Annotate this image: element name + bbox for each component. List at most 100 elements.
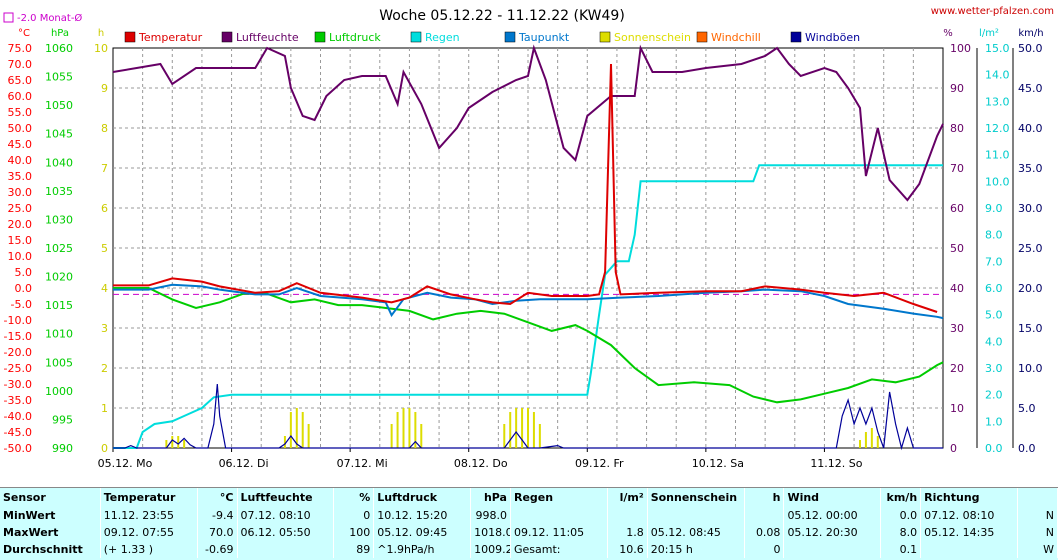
summary-cell (237, 541, 335, 558)
rain-axis-tick: 7.0 (985, 255, 1003, 268)
wind-axis-tick: 20.0 (1018, 282, 1043, 295)
sun-axis-tick: 1 (101, 402, 108, 415)
rain-axis-tick: 10.0 (985, 175, 1010, 188)
legend-swatch-luftdruck (314, 31, 326, 43)
wind-axis-tick: 0.0 (1018, 442, 1036, 455)
wind-axis-tick: 5.0 (1018, 402, 1036, 415)
summary-cell: 10.12. 15:20 (373, 507, 472, 524)
pressure-axis-tick: 1045 (45, 128, 73, 141)
sun-axis-tick: 3 (101, 322, 108, 335)
humidity-axis-tick: 100 (950, 42, 971, 55)
summary-cell (783, 541, 882, 558)
x-axis-tick-label: 08.12. Do (454, 457, 508, 470)
temp-axis-tick: -15.0 (4, 330, 32, 343)
temp-axis-tick: -10.0 (4, 314, 32, 327)
rain-axis-tick: 8.0 (985, 229, 1003, 242)
summary-cell: Luftdruck (373, 488, 472, 507)
x-axis-tick-label: 10.12. Sa (692, 457, 744, 470)
pressure-axis-tick: 1005 (45, 356, 73, 369)
legend-label-regen: Regen (425, 31, 460, 44)
sun-axis-tick: 9 (101, 82, 108, 95)
wind-axis-tick: 10.0 (1018, 362, 1043, 375)
pressure-axis-tick: 1020 (45, 271, 73, 284)
x-axis-tick-label: 11.12. So (810, 457, 862, 470)
summary-cell (744, 507, 785, 524)
summary-cell: 20:15 h (647, 541, 745, 558)
temp-axis-tick: -25.0 (4, 362, 32, 375)
sun-axis-unit: h (98, 28, 104, 39)
summary-cell: 05.12. 00:00 (783, 507, 882, 524)
pressure-axis-unit: hPa (51, 28, 69, 39)
website-label: www.wetter-pfalzen.com (931, 6, 1054, 17)
summary-cell (920, 541, 1019, 558)
rain-axis-tick: 12.0 (985, 122, 1010, 135)
summary-cell: 8.0 (880, 524, 922, 541)
legend-label-temperatur: Temperatur (138, 31, 203, 44)
humidity-axis-unit: % (943, 28, 953, 39)
summary-cell: 11.12. 23:55 (100, 507, 198, 524)
temp-axis-tick: 25.0 (8, 202, 33, 215)
summary-cell: (+ 1.33 ) (100, 541, 198, 558)
humidity-axis-tick: 90 (950, 82, 964, 95)
legend-label-luftdruck: Luftdruck (329, 31, 381, 44)
pressure-axis-tick: 995 (52, 413, 73, 426)
summary-cell: Sonnenschein (647, 488, 745, 507)
summary-cell: Temperatur (100, 488, 198, 507)
summary-cell (510, 507, 608, 524)
wind-axis-tick: 30.0 (1018, 202, 1043, 215)
summary-cell: 0.0 (880, 507, 922, 524)
summary-cell: 07.12. 08:10 (920, 507, 1019, 524)
legend-swatch-sonnenschein (599, 31, 611, 43)
temp-axis-tick: 20.0 (8, 218, 33, 231)
humidity-axis-tick: 40 (950, 282, 964, 295)
summary-cell: 10.6 (607, 541, 648, 558)
sun-axis-tick: 7 (101, 162, 108, 175)
summary-cell: 05.12. 09:45 (373, 524, 472, 541)
legend-swatch-windchill (696, 31, 708, 43)
summary-cell: % (333, 488, 375, 507)
temp-axis-tick: 10.0 (8, 250, 33, 263)
summary-cell: 1.8 (607, 524, 648, 541)
summary-cell: 1018.0 (470, 524, 511, 541)
summary-cell: l/m² (607, 488, 648, 507)
rain-axis-tick: 9.0 (985, 202, 1003, 215)
temp-axis-tick: 55.0 (8, 106, 33, 119)
legend-swatch-temperatur (124, 31, 136, 43)
temp-axis-tick: -20.0 (4, 346, 32, 359)
summary-cell: 09.12. 07:55 (100, 524, 198, 541)
legend-swatch-windben (790, 31, 802, 43)
summary-cell: Richtung (920, 488, 1019, 507)
rain-axis-tick: 4.0 (985, 335, 1003, 348)
wind-axis-tick: 50.0 (1018, 42, 1043, 55)
legend-swatch-regen (410, 31, 422, 43)
sun-axis-tick: 6 (101, 202, 108, 215)
pressure-axis-tick: 1010 (45, 328, 73, 341)
humidity-axis-tick: 10 (950, 402, 964, 415)
summary-cell: Luftfeuchte (237, 488, 335, 507)
sun-axis-tick: 0 (101, 442, 108, 455)
humidity-axis-tick: 60 (950, 202, 964, 215)
pressure-axis-tick: 1055 (45, 71, 73, 84)
summary-cell: 1009.2 (470, 541, 511, 558)
summary-cell: 09.12. 11:05 (510, 524, 608, 541)
x-axis-tick-label: 09.12. Fr (575, 457, 624, 470)
sun-axis-tick: 5 (101, 242, 108, 255)
summary-cell: 05.12. 14:35 (920, 524, 1019, 541)
sun-axis-tick: 4 (101, 282, 108, 295)
rain-axis-tick: 2.0 (985, 389, 1003, 402)
x-axis-tick-label: 07.12. Mi (337, 457, 388, 470)
summary-cell: N (1017, 507, 1058, 524)
humidity-axis-tick: 20 (950, 362, 964, 375)
rain-axis-tick: 13.0 (985, 95, 1010, 108)
summary-cell: hPa (470, 488, 511, 507)
summary-header-row: Sensor Temperatur °C Luftfeuchte% Luftdruck h… (0, 488, 1058, 507)
temp-axis-tick: -40.0 (4, 410, 32, 423)
temp-axis-tick: 45.0 (8, 138, 33, 151)
series-temperatur-line (113, 63, 938, 313)
temp-axis-tick: 40.0 (8, 154, 33, 167)
temp-axis-tick: -5.0 (11, 298, 32, 311)
summary-cell-label: Durchschnitt (0, 541, 101, 558)
weather-chart: Woche 05.12.22 - 11.12.22 (KW49) www.wet… (3, 6, 1054, 470)
legend-label-luftfeuchte: Luftfeuchte (236, 31, 299, 44)
pressure-axis-tick: 1015 (45, 299, 73, 312)
